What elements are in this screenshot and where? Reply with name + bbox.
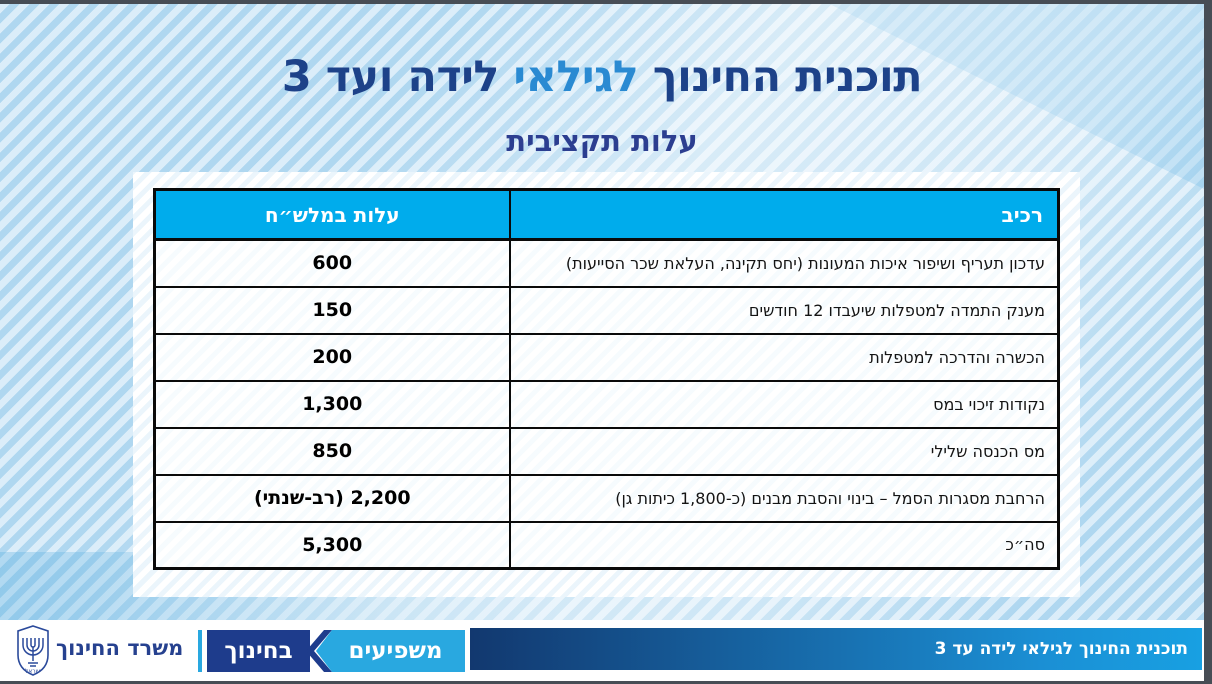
- component-cell: הרחבת מסגרות הסמל – בינוי והסבת מבנים (כ…: [508, 473, 1060, 523]
- cost-cell: 850: [153, 426, 511, 476]
- emblem-caption: ישראל: [25, 668, 41, 675]
- table-row: הרחבת מסגרות הסמל – בינוי והסבת מבנים (כ…: [153, 473, 1060, 523]
- table-row: מס הכנסה שלילי 850: [153, 426, 1060, 476]
- table-row: נקודות זיכוי במס 1,300: [153, 379, 1060, 429]
- table-row: עדכון תעריף ושיפור איכות המעונות (יחס תק…: [153, 238, 1060, 288]
- israel-state-emblem-icon: ישראל: [17, 625, 49, 676]
- table-row: מענק התמדה למטפלות שיעבדו 12 חודשים 150: [153, 285, 1060, 335]
- slide: תוכנית החינוך לגילאי לידה ועד 3 עלות תקצ…: [0, 4, 1204, 681]
- title-part-highlight: לגילאי: [513, 52, 639, 102]
- component-cell: עדכון תעריף ושיפור איכות המעונות (יחס תק…: [508, 238, 1060, 288]
- logo-accent-bar-icon: [198, 630, 202, 672]
- title-part-dark2: לידה ועד 3: [281, 52, 500, 102]
- table-header-row: רכיב עלות במלש״ח: [153, 188, 1060, 241]
- page-subtitle: עלות תקציבית: [506, 124, 698, 158]
- cost-cell: 150: [153, 285, 511, 335]
- cost-cell: 2,200 (רב-שנתי): [153, 473, 511, 523]
- cost-cell-total: 5,300: [153, 520, 511, 570]
- cost-cell: 1,300: [153, 379, 511, 429]
- page-title: תוכנית החינוך לגילאי לידה ועד 3: [0, 52, 1204, 102]
- component-cell-total: סה״כ: [508, 520, 1060, 570]
- component-cell: נקודות זיכוי במס: [508, 379, 1060, 429]
- component-cell: מענק התמדה למטפלות שיעבדו 12 חודשים: [508, 285, 1060, 335]
- column-header-cost: עלות במלש״ח: [153, 188, 511, 241]
- ministry-name: משרד החינוך: [56, 636, 184, 660]
- column-header-component: רכיב: [508, 188, 1060, 241]
- title-part-dark: תוכנית החינוך: [652, 52, 923, 102]
- table-card: רכיב עלות במלש״ח עדכון תעריף ושיפור איכו…: [133, 172, 1080, 597]
- footer-bar: ישראל משרד החינוך בחינוך משפיעים תוכנית …: [0, 620, 1204, 681]
- component-cell: הכשרה והדרכה למטפלות: [508, 332, 1060, 382]
- table-row-total: סה״כ 5,300: [153, 520, 1060, 570]
- logo-dark-box: בחינוך: [207, 630, 310, 672]
- table-row: הכשרה והדרכה למטפלות 200: [153, 332, 1060, 382]
- cost-cell: 600: [153, 238, 511, 288]
- cost-cell: 200: [153, 332, 511, 382]
- logo-light-box: משפיעים: [316, 630, 465, 672]
- component-cell: מס הכנסה שלילי: [508, 426, 1060, 476]
- footer-banner: תוכנית החינוך לגילאי לידה עד 3: [470, 628, 1202, 670]
- budget-cost-table: רכיב עלות במלש״ח עדכון תעריף ושיפור איכו…: [153, 188, 1060, 570]
